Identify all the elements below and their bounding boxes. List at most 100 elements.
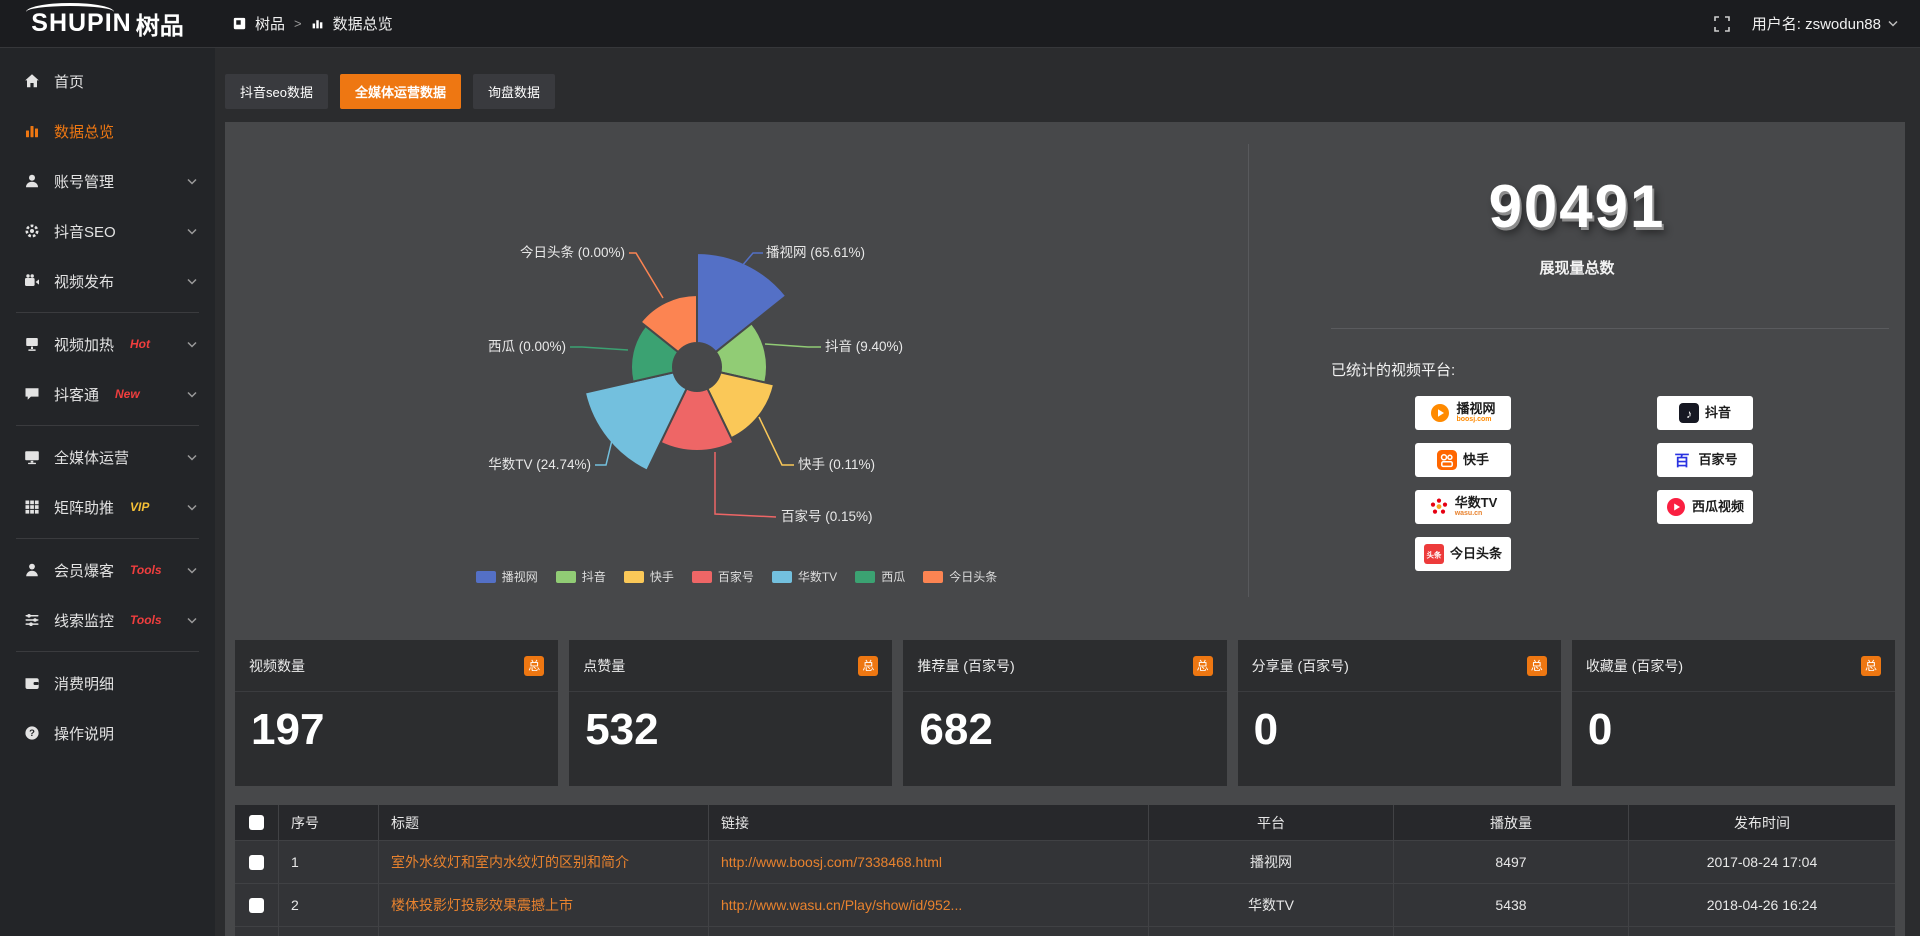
stat-cards-row: 视频数量总 197 点赞量总 532 推荐量 (百家号) 总 682 分享量 (百家号) 总 0 收… bbox=[235, 640, 1896, 786]
column-header-5: 发布时间 bbox=[1734, 814, 1790, 831]
total-badge: 总 bbox=[524, 655, 545, 676]
breadcrumb-root[interactable]: 树品 bbox=[255, 16, 286, 33]
cell-link[interactable]: http://www.wasu.cn/Play/show/id/952... bbox=[709, 884, 1149, 926]
sidebar-item-member-burst[interactable]: 会员爆客 Tools bbox=[0, 545, 215, 595]
cell-title[interactable]: 楼体投影灯投影效果震撼上市 bbox=[379, 884, 709, 926]
app-logo[interactable]: SHUPIN 树品 bbox=[0, 0, 215, 48]
video-table: 序号 标题 链接 平台 播放量 发布时间 1 室外水纹灯和室内水纹灯的区别和简介 http://… bbox=[235, 805, 1895, 936]
cell-no bbox=[279, 927, 379, 936]
sidebar-item-label: 视频发布 bbox=[54, 273, 115, 291]
kuaishou-logo-icon bbox=[1436, 450, 1457, 470]
chevron-down-icon bbox=[187, 617, 197, 624]
sidebar-item-account-management[interactable]: 账号管理 bbox=[0, 156, 215, 206]
sidebar-item-douyin-seo[interactable]: 抖音SEO bbox=[0, 206, 215, 256]
sidebar-item-label: 操作说明 bbox=[54, 725, 115, 743]
pie-leader-line-1 bbox=[764, 343, 821, 348]
svg-text:?: ? bbox=[29, 728, 35, 739]
breadcrumb-current[interactable]: 数据总览 bbox=[332, 16, 393, 33]
chevron-down-icon bbox=[187, 278, 197, 285]
platform-name: 百家号 bbox=[1698, 451, 1738, 467]
chevron-down-icon bbox=[187, 567, 197, 574]
platform-badge-xigua: 西瓜视频 bbox=[1657, 490, 1753, 524]
sidebar-item-video-publish[interactable]: 视频发布 bbox=[0, 256, 215, 306]
topbar-right: 用户名: zswodun88 bbox=[1713, 13, 1920, 34]
stat-card-title: 点赞量 bbox=[583, 657, 626, 674]
sidebar-badge-tools: Tools bbox=[130, 563, 162, 577]
tab-inquiry-data[interactable]: 询盘数据 bbox=[472, 74, 555, 109]
summary-divider bbox=[1331, 328, 1889, 329]
legend-swatch bbox=[771, 570, 792, 583]
sidebar-item-home[interactable]: 首页 bbox=[0, 56, 215, 106]
user-menu[interactable]: 用户名: zswodun88 bbox=[1752, 13, 1898, 34]
sidebar-item-label: 账号管理 bbox=[54, 173, 115, 191]
column-header-4: 播放量 bbox=[1394, 805, 1629, 840]
sidebar-item-expense-detail[interactable]: 消费明细 bbox=[0, 658, 215, 708]
sidebar-item-label: 抖音SEO bbox=[54, 223, 116, 241]
column-header-1: 标题 bbox=[379, 805, 709, 840]
cell-link[interactable]: http://www.boosj.com/7338468.html bbox=[709, 841, 1149, 883]
row-checkbox[interactable] bbox=[249, 854, 264, 870]
stat-card-header: 分享量 (百家号) 总 bbox=[1237, 640, 1561, 692]
xigua-logo-icon bbox=[1666, 497, 1686, 517]
sidebar-item-omnimedia[interactable]: 全媒体运营 bbox=[0, 432, 215, 482]
sidebar-item-instructions[interactable]: ? 操作说明 bbox=[0, 708, 215, 758]
sidebar-item-lead-monitor[interactable]: 线索监控 Tools bbox=[0, 595, 215, 645]
stat-card-title: 分享量 (百家号) bbox=[1251, 657, 1349, 674]
heat-icon bbox=[24, 336, 40, 352]
legend-label: 快手 bbox=[649, 570, 674, 584]
wallet-icon bbox=[24, 675, 40, 691]
legend-label: 播视网 bbox=[501, 570, 538, 584]
main-content: 抖音seo数据 全媒体运营数据 询盘数据 播视网 (65.61%) 抖音 (9.40%… bbox=[215, 48, 1920, 936]
pie-label-2: 快手 (0.11%) bbox=[798, 457, 875, 472]
sidebar-item-matrix-boost[interactable]: 矩阵助推 VIP bbox=[0, 482, 215, 532]
sidebar-item-label: 线索监控 bbox=[54, 612, 115, 630]
cell-title[interactable]: 室外水纹灯和室内水纹灯的区别和简介 bbox=[379, 841, 709, 883]
row-checkbox[interactable] bbox=[249, 897, 264, 913]
legend-item-6[interactable]: 今日头条 bbox=[923, 568, 997, 585]
sidebar-item-label: 矩阵助推 bbox=[54, 499, 115, 517]
platform-badge-baijiahao: 百百家号 bbox=[1657, 443, 1753, 477]
pie-leader-line-5 bbox=[570, 346, 629, 351]
legend-item-2[interactable]: 快手 bbox=[623, 568, 674, 585]
legend-item-1[interactable]: 抖音 bbox=[555, 568, 606, 585]
layout: 首页 数据总览 账号管理 抖音SEO 视频发布 视频加热 Hot 抖客通 New 全媒体运营 矩阵助… bbox=[0, 48, 1920, 936]
bar-chart-icon bbox=[311, 17, 324, 30]
stat-card-header: 点赞量 总 bbox=[569, 640, 893, 692]
chevron-down-icon bbox=[187, 391, 197, 398]
legend-item-5[interactable]: 西瓜 bbox=[855, 568, 905, 585]
tab-omnimedia-data[interactable]: 全媒体运营数据 bbox=[339, 74, 461, 109]
tab-douyin-seo-data[interactable]: 抖音seo数据 bbox=[225, 74, 328, 109]
pie-label-0: 播视网 (65.61%) bbox=[766, 245, 865, 260]
row-checkbox-cell bbox=[235, 884, 279, 926]
sidebar-item-video-heat[interactable]: 视频加热 Hot bbox=[0, 319, 215, 369]
select-all-checkbox[interactable] bbox=[249, 815, 264, 830]
chart-icon bbox=[24, 123, 40, 139]
sidebar-item-douketong[interactable]: 抖客通 New bbox=[0, 369, 215, 419]
stat-card-title: 收藏量 (百家号) bbox=[1585, 657, 1684, 674]
vertical-divider bbox=[1248, 144, 1249, 597]
chevron-down-icon bbox=[187, 504, 197, 511]
platform-name: 西瓜视频 bbox=[1691, 498, 1744, 514]
sidebar-item-label: 视频加热 bbox=[54, 336, 115, 354]
pie-label-3: 百家号 (0.15%) bbox=[781, 508, 873, 524]
legend-item-0[interactable]: 播视网 bbox=[475, 568, 538, 585]
stat-card-value: 0 bbox=[1253, 705, 1279, 754]
pie-slice-0[interactable] bbox=[696, 251, 788, 354]
fullscreen-icon[interactable] bbox=[1713, 15, 1730, 32]
content-panel: 播视网 (65.61%) 抖音 (9.40%) 快手 (0.11%) 百家号 (0.1… bbox=[225, 122, 1905, 936]
cell-no: 2 bbox=[279, 884, 379, 926]
legend-item-4[interactable]: 华数TV bbox=[771, 568, 837, 585]
sidebar-badge-new: New bbox=[115, 387, 140, 401]
sidebar-item-data-overview[interactable]: 数据总览 bbox=[0, 106, 215, 156]
platform-column-1: ♪ 抖音百百家号 西瓜视频 bbox=[1657, 396, 1753, 571]
pie-leader-line-0 bbox=[729, 252, 763, 281]
legend-item-3[interactable]: 百家号 bbox=[691, 568, 754, 585]
sidebar-divider bbox=[16, 425, 199, 426]
sidebar-item-label: 抖客通 bbox=[54, 386, 100, 404]
pie-slice-6[interactable] bbox=[639, 293, 698, 354]
column-header-0: 序号 bbox=[279, 805, 379, 840]
sidebar-item-label: 消费明细 bbox=[54, 675, 115, 693]
platform-name: 抖音 bbox=[1704, 404, 1731, 420]
cell-no: 1 bbox=[279, 841, 379, 883]
pie-slice-4[interactable] bbox=[583, 371, 688, 472]
